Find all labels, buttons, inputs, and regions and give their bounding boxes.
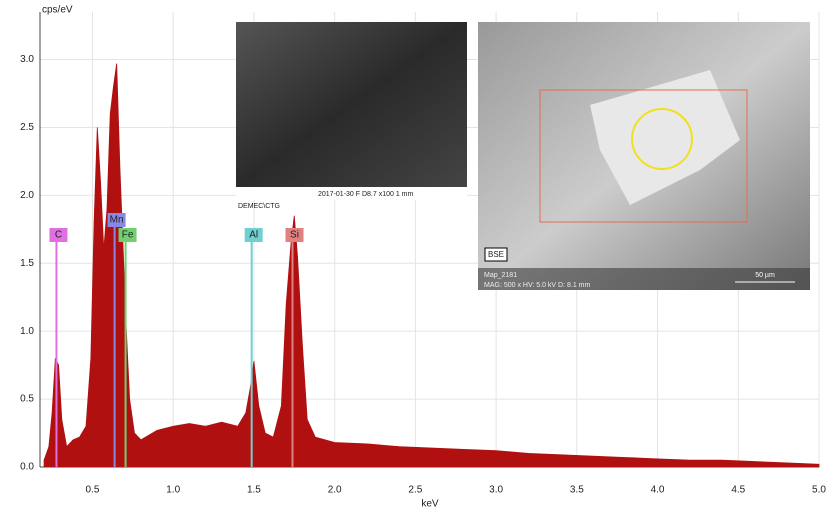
x-tick-label: 2.0 (328, 485, 342, 496)
x-tick-label: 4.5 (731, 485, 745, 496)
y-tick-label: 2.5 (20, 122, 34, 133)
y-tick-label: 2.0 (20, 190, 34, 201)
chart: cps/eV keV 0.0 0.5 1.0 1.5 2.0 2.5 3.0 0.5 1.0 1.… (0, 0, 829, 511)
y-tick-label: 3.0 (20, 54, 34, 65)
bse-scale: 50 µm (755, 272, 775, 279)
bse-tag: BSE (488, 250, 504, 259)
element-label: Al (249, 230, 258, 241)
x-tick-label: 5.0 (812, 485, 826, 496)
x-tick-label: 3.0 (489, 485, 503, 496)
y-tick-label: 0.5 (20, 394, 34, 405)
x-tick-label: 3.5 (570, 485, 584, 496)
x-tick-label: 1.0 (166, 485, 180, 496)
x-tick-label: 1.5 (247, 485, 261, 496)
element-label: C (55, 230, 62, 241)
y-axis-label: cps/eV (42, 5, 73, 16)
x-tick-label: 0.5 (86, 485, 100, 496)
sem-caption: 2017-01-30 F D8.7 x100 1 mm (318, 191, 413, 198)
element-label: Fe (122, 230, 134, 241)
bse-info: MAG: 500 x HV: 5.0 kV D: 8.1 mm (484, 282, 590, 289)
x-tick-label: 2.5 (408, 485, 422, 496)
x-axis-label: keV (421, 499, 439, 510)
x-tick-label: 4.0 (651, 485, 665, 496)
sem-image (236, 22, 467, 187)
bse-caption: Map_2181 (484, 272, 517, 279)
y-tick-label: 0.0 (20, 462, 34, 473)
y-tick-label: 1.5 (20, 258, 34, 269)
element-label: Mn (110, 215, 124, 226)
sem-note: DEMEC\CTG (238, 203, 280, 210)
element-label: Si (290, 230, 299, 241)
y-tick-label: 1.0 (20, 326, 34, 337)
